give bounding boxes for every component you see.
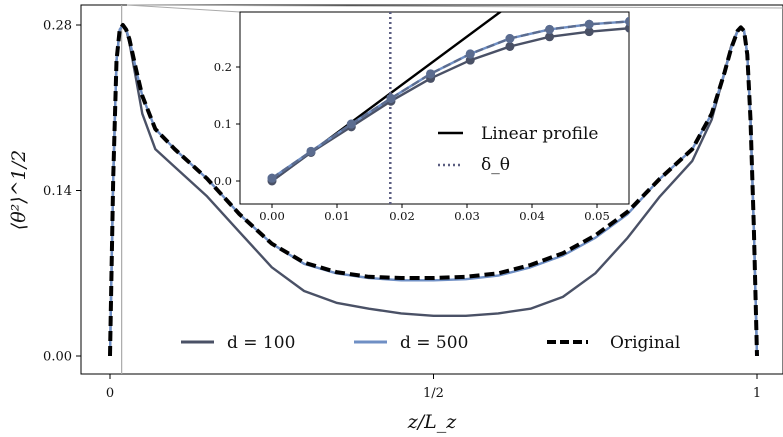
legend: d = 100 d = 500 Original bbox=[181, 333, 680, 353]
inset-point-d100 bbox=[505, 41, 515, 51]
legend-label-d500: d = 500 bbox=[400, 333, 468, 353]
inset-point-d100 bbox=[545, 32, 555, 42]
x-axis-label: z/L_z bbox=[407, 411, 458, 433]
legend-label-d100: d = 100 bbox=[227, 333, 295, 353]
inset-point-original bbox=[465, 49, 475, 59]
inset-point-original bbox=[346, 119, 356, 129]
inset-point-original bbox=[625, 16, 629, 26]
inset-point-original bbox=[505, 34, 515, 43]
inset-y-tick-label: 0.0 bbox=[214, 174, 232, 188]
inset-point-d100 bbox=[465, 55, 475, 65]
inset-series-line-d100 bbox=[271, 27, 629, 182]
inset-point-original bbox=[584, 19, 594, 29]
inset-point-d100 bbox=[625, 23, 629, 33]
y-tick-label: 0.14 bbox=[43, 184, 72, 199]
inset-connector-line bbox=[126, 4, 241, 13]
inset-plot-area bbox=[239, 11, 630, 205]
inset-y-tick-label: 0.1 bbox=[214, 117, 232, 131]
x-tick-label: 1/2 bbox=[423, 386, 444, 401]
inset-point-original bbox=[267, 173, 277, 183]
inset-connector-line bbox=[126, 4, 783, 9]
inset-legend: Linear profile δ_θ bbox=[438, 124, 598, 175]
inset-x-tick-label: 0.03 bbox=[454, 209, 480, 223]
inset-x-tick-label: 0.02 bbox=[389, 209, 415, 223]
y-tick-label: 0.00 bbox=[43, 350, 72, 365]
inset-point-original bbox=[306, 146, 316, 156]
inset-point-original bbox=[545, 24, 555, 34]
inset-x-tick-label: 0.01 bbox=[324, 209, 350, 223]
inset-point-d100 bbox=[584, 27, 594, 37]
x-tick-label: 1 bbox=[753, 386, 761, 401]
y-axis-label: ⟨θ²⟩^1/2 bbox=[8, 150, 30, 230]
inset-x-tick-label: 0.05 bbox=[584, 209, 610, 223]
inset-legend-label-delta: δ_θ bbox=[481, 155, 510, 175]
series-line-original bbox=[108, 23, 759, 357]
inset-y-tick-label: 0.2 bbox=[214, 60, 232, 74]
inset-point-original bbox=[386, 93, 396, 103]
inset-point-original bbox=[426, 69, 436, 79]
y-tick-label: 0.28 bbox=[43, 19, 72, 34]
inset-x-tick-label: 0.04 bbox=[519, 209, 545, 223]
inset-chart: 0.00 0.01 0.02 0.03 0.04 0.05 0.0 0.1 0.2 Linear… bbox=[214, 11, 630, 223]
inset-series-line-original bbox=[271, 20, 629, 180]
inset-legend-label-linear: Linear profile bbox=[481, 124, 598, 144]
x-tick-label: 0 bbox=[106, 386, 114, 401]
legend-label-original: Original bbox=[610, 333, 680, 353]
inset-x-tick-label: 0.00 bbox=[259, 209, 285, 223]
